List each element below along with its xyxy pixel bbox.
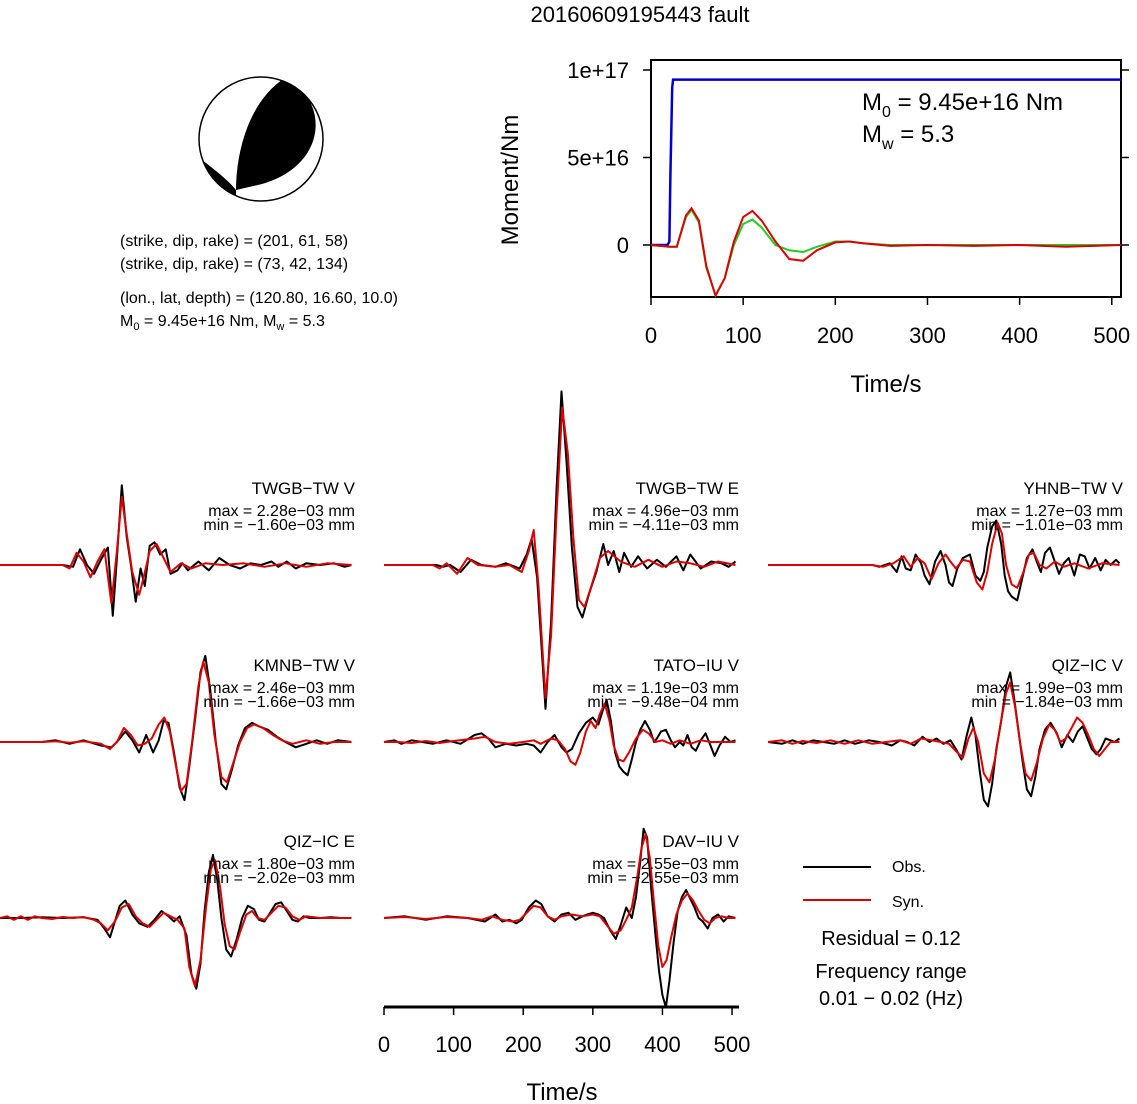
- station-max: max = 1.80e−03 mm: [208, 856, 355, 873]
- station-min: min = −9.48e−04 mm: [587, 694, 739, 711]
- moment-mw-annotation: Mw = 5.3: [862, 121, 954, 153]
- nodal-plane-2: (strike, dip, rake) = (73, 42, 134): [120, 256, 348, 273]
- station-name: QIZ−IC V: [1052, 656, 1124, 675]
- station-name: QIZ−IC E: [284, 832, 355, 851]
- station-min: min = −1.01e−03 mm: [971, 517, 1123, 534]
- moment-chart: 0 100 200 300 400 500 0 5e+16 1e+17 Time/s Mome…: [497, 58, 1130, 398]
- legend-obs-label: Obs.: [892, 859, 926, 876]
- synthetic-trace: [0, 495, 352, 605]
- moment-y-tick-label: 1e+17: [567, 58, 629, 83]
- moment-x-axis: 0 100 200 300 400 500: [645, 297, 1130, 348]
- station-max: max = 1.19e−03 mm: [592, 680, 739, 697]
- focal-mechanism-beachball: [198, 76, 324, 202]
- moment-x-label: Time/s: [850, 371, 921, 398]
- moment-m0-annotation: M0 = 9.45e+16 Nm: [862, 89, 1063, 121]
- waveform-x-tick-label: 200: [505, 1032, 542, 1057]
- station-min: min = −2.02e−03 mm: [203, 870, 355, 887]
- frequency-range-value: 0.01 − 0.02 (Hz): [819, 988, 963, 1010]
- station-max: max = 1.27e−03 mm: [976, 503, 1123, 520]
- synthetic-trace: [0, 859, 352, 988]
- station-name: TWGB−TW E: [636, 479, 739, 498]
- observed-trace: [383, 699, 736, 777]
- moment-x-tick-label: 200: [817, 323, 854, 348]
- moment-x-tick-label: 300: [909, 323, 946, 348]
- station-max: max = 4.96e−03 mm: [592, 503, 739, 520]
- station-min: min = −4.11e−03 mm: [589, 517, 739, 534]
- observed-trace: [384, 390, 737, 710]
- beachball-compression-quadrant: [236, 78, 316, 190]
- station-name: TWGB−TW V: [252, 479, 356, 498]
- station-name: DAV−IU V: [662, 832, 739, 851]
- moment-series-2: [650, 206, 1122, 299]
- legend-syn-label: Syn.: [892, 894, 924, 911]
- moment-series-1: [650, 208, 1121, 298]
- station-min: min = −1.60e−03 mm: [203, 517, 355, 534]
- station-min: min = −2.55e−03 mm: [587, 870, 739, 887]
- moment-series-group: [650, 78, 1122, 299]
- observed-trace: [0, 654, 352, 802]
- observed-trace: [767, 671, 1121, 808]
- station-name: YHNB−TW V: [1023, 479, 1123, 498]
- waveform-x-tick-label: 0: [378, 1032, 390, 1057]
- nodal-plane-1: (strike, dip, rake) = (201, 61, 58): [120, 233, 348, 250]
- moment-y-tick-label: 0: [617, 233, 629, 258]
- moment-x-tick-label: 400: [1001, 323, 1038, 348]
- moment-x-tick-label: 100: [725, 323, 762, 348]
- waveform-x-tick-label: 400: [644, 1032, 681, 1057]
- focal-parameters: (strike, dip, rake) = (201, 61, 58) (str…: [120, 233, 398, 333]
- moment-y-axis: 0 5e+16 1e+17: [567, 58, 1129, 258]
- station-min: min = −1.84e−03 mm: [971, 694, 1123, 711]
- station-min: min = −1.66e−03 mm: [203, 694, 355, 711]
- station-max: max = 2.28e−03 mm: [208, 503, 355, 520]
- station-max: max = 1.99e−03 mm: [976, 680, 1123, 697]
- synthetic-trace: [383, 833, 736, 968]
- waveform-x-tick-label: 100: [435, 1032, 472, 1057]
- moment-x-tick-label: 500: [1093, 323, 1130, 348]
- station-name: TATO−IU V: [654, 656, 740, 675]
- moment-y-label: Moment/Nm: [497, 115, 524, 246]
- synthetic-trace: [384, 702, 736, 766]
- synthetic-trace: [767, 681, 1120, 784]
- observed-trace: [0, 854, 352, 990]
- hypocenter-location: (lon., lat, depth) = (120.80, 16.60, 10.…: [120, 290, 398, 307]
- moment-y-tick-label: 5e+16: [567, 146, 629, 171]
- station-max: max = 2.46e−03 mm: [208, 680, 355, 697]
- residual-text: Residual = 0.12: [821, 928, 961, 950]
- moment-magnitude-summary: M0 = 9.45e+16 Nm, Mw = 5.3: [120, 313, 325, 333]
- waveform-time-axis: 0 100 200 300 400 500: [378, 1005, 751, 1057]
- frequency-range-title: Frequency range: [815, 961, 966, 983]
- waveform-x-tick-label: 300: [574, 1032, 611, 1057]
- waveform-x-tick-label: 500: [714, 1032, 751, 1057]
- synthetic-trace: [384, 406, 736, 699]
- moment-x-tick-label: 0: [645, 323, 657, 348]
- waveform-x-label: Time/s: [526, 1079, 597, 1104]
- station-name: KMNB−TW V: [253, 656, 355, 675]
- station-max: max = 2.55e−03 mm: [592, 856, 739, 873]
- moment-series-0: [651, 78, 1121, 247]
- waveform-legend: Obs. Syn. Residual = 0.12 Frequency rang…: [803, 859, 967, 1010]
- moment-plot-frame: [650, 59, 1122, 298]
- synthetic-trace: [768, 522, 1120, 591]
- figure-title: 20160609195443 fault: [531, 2, 750, 27]
- synthetic-trace: [0, 660, 352, 792]
